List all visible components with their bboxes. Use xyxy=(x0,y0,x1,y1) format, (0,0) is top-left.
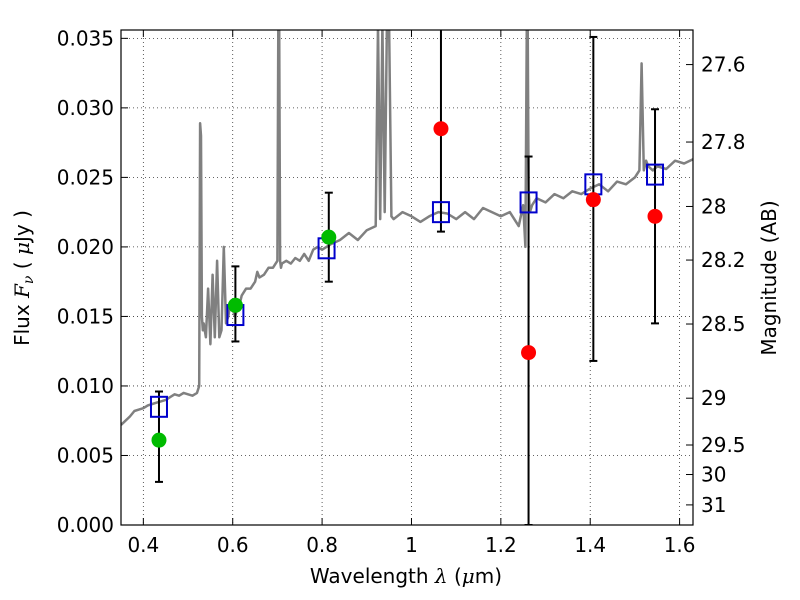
detected-point xyxy=(321,229,337,245)
y2-tick-label: 28.5 xyxy=(701,312,746,336)
x-tick-label: 1.2 xyxy=(485,533,517,557)
observed-points xyxy=(151,121,663,448)
y-tick-label: 0.000 xyxy=(57,513,114,537)
y2-tick-label: 29.5 xyxy=(701,433,746,457)
y2-tick-label: 28.2 xyxy=(701,248,746,272)
y2-tick-label: 29 xyxy=(701,386,726,410)
error-bars xyxy=(154,30,660,525)
y-tick-label: 0.020 xyxy=(57,235,114,259)
model-box xyxy=(646,163,665,186)
x-tick-label: 1.4 xyxy=(574,533,606,557)
x-axis-title: Wavelength λ (μm) xyxy=(310,564,502,588)
x-tick-label: 0.8 xyxy=(306,533,338,557)
detected-point xyxy=(227,297,243,313)
model-photometry-boxes xyxy=(149,163,665,418)
y-tick-label: 0.010 xyxy=(57,374,114,398)
y-tick-label: 0.030 xyxy=(57,96,114,120)
spectrum-line xyxy=(121,30,693,426)
x-tick-label: 0.4 xyxy=(127,533,159,557)
grid xyxy=(121,30,693,526)
y2-tick-label: 30 xyxy=(701,463,726,487)
model-box xyxy=(519,191,538,214)
y-axis-title: Flux Fν ( μJy ) xyxy=(10,210,37,346)
nir-point xyxy=(585,192,601,208)
nir-point xyxy=(647,208,663,224)
x-tick-label: 1.6 xyxy=(664,533,696,557)
y2-axis-title: Magnitude (AB) xyxy=(757,200,781,355)
y2-tick-label: 27.6 xyxy=(701,53,746,77)
nir-point xyxy=(433,121,449,137)
y-tick-label: 0.035 xyxy=(57,26,114,50)
x-tick-label: 1 xyxy=(405,533,418,557)
x-tick-label: 0.6 xyxy=(217,533,249,557)
y-tick-label: 0.015 xyxy=(57,304,114,328)
y2-tick-label: 27.8 xyxy=(701,130,746,154)
y2-tick-label: 28 xyxy=(701,194,726,218)
nir-point xyxy=(521,345,537,361)
model-box xyxy=(431,201,450,224)
detected-point xyxy=(151,432,167,448)
plot-frame xyxy=(120,29,694,526)
model-spectrum xyxy=(121,30,693,426)
y2-tick-label: 31 xyxy=(701,493,726,517)
y-tick-label: 0.025 xyxy=(57,165,114,189)
axis-ticks: 0.4 0.6 0.8 1 1.2 1.4 1.6 0.000 0.005 0.010 0.015 0… xyxy=(57,26,746,557)
y-tick-label: 0.005 xyxy=(57,443,114,467)
model-box xyxy=(149,395,168,418)
